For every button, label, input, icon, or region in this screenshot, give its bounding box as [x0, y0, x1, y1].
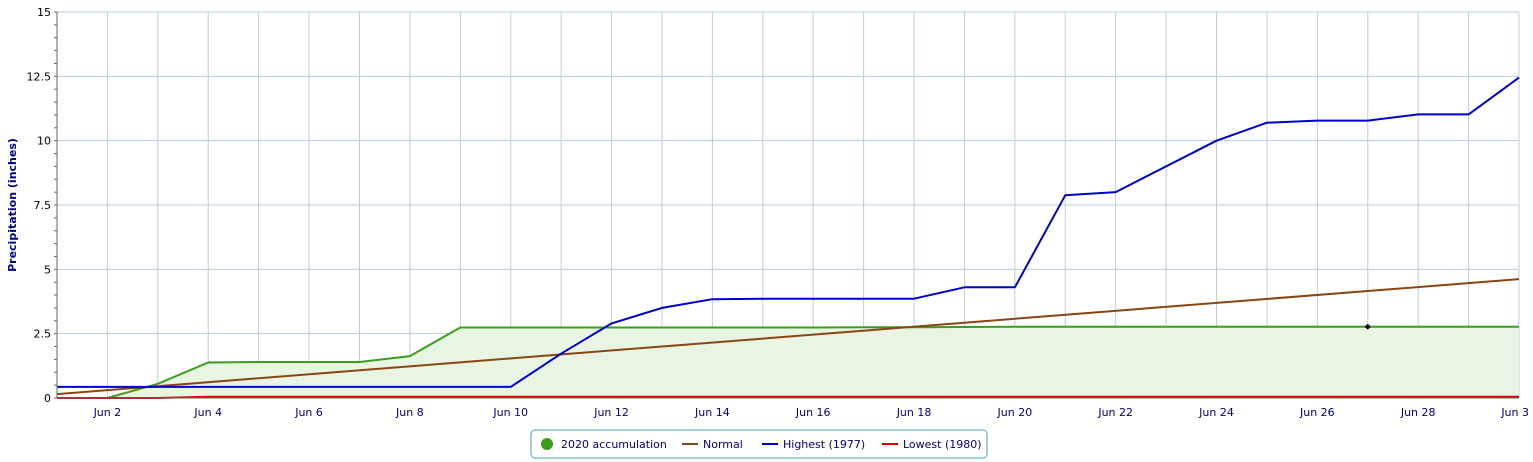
- x-tick-label: Jun 12: [593, 406, 629, 419]
- y-tick-label: 10: [37, 135, 51, 148]
- x-tick-label: Jun 16: [795, 406, 831, 419]
- x-tick-label: Jun 4: [193, 406, 222, 419]
- y-tick-label: 15: [37, 6, 51, 19]
- y-tick-label: 12.5: [27, 70, 52, 83]
- legend: 2020 accumulation Normal Highest (1977) Low…: [530, 429, 988, 459]
- y-tick-label: 2.5: [34, 328, 52, 341]
- y-tick-label: 0: [44, 392, 51, 405]
- legend-label: Lowest (1980): [903, 438, 982, 451]
- series-line-1: [56, 278, 1520, 396]
- legend-label: Normal: [703, 438, 743, 451]
- x-tick-label: Jun 2: [93, 406, 122, 419]
- x-tick-label: Jun 26: [1299, 406, 1335, 419]
- axes: 0 2.5 5 7.5 10 12.5 15 Jun 2 Jun 4 Jun 6 Jun 8 Jun …: [27, 6, 1530, 419]
- x-tick-label: Jun 28: [1400, 406, 1436, 419]
- area-fills: [57, 326, 1519, 398]
- legend-marker-circle: [541, 438, 553, 450]
- x-tick-label: Jun 10: [492, 406, 528, 419]
- x-tick-label: Jun 6: [294, 406, 323, 419]
- annotation-point: [1364, 323, 1371, 330]
- legend-label: Highest (1977): [783, 438, 865, 451]
- x-tick-label: Jun 8: [395, 406, 424, 419]
- y-tick-label: 7.5: [34, 199, 52, 212]
- y-tick-label: 5: [44, 263, 51, 276]
- x-tick-label: Jun 20: [997, 406, 1033, 419]
- series-area-0: [57, 326, 1519, 398]
- series-line-0: [57, 325, 1519, 399]
- legend-box: [530, 429, 988, 459]
- x-tick-label: Jun 18: [896, 406, 932, 419]
- series-line-3: [57, 395, 1519, 399]
- x-tick-label: Jun 24: [1198, 406, 1234, 419]
- y-axis-label: Precipitation (inches): [6, 138, 19, 272]
- series-line-2: [57, 76, 1520, 388]
- legend-label: 2020 accumulation: [561, 438, 667, 451]
- x-tick-label: Jun 22: [1097, 406, 1133, 419]
- x-tick-label: Jun 14: [694, 406, 730, 419]
- x-tick-label: Jun 3: [1500, 406, 1529, 419]
- series-lines: [56, 76, 1520, 399]
